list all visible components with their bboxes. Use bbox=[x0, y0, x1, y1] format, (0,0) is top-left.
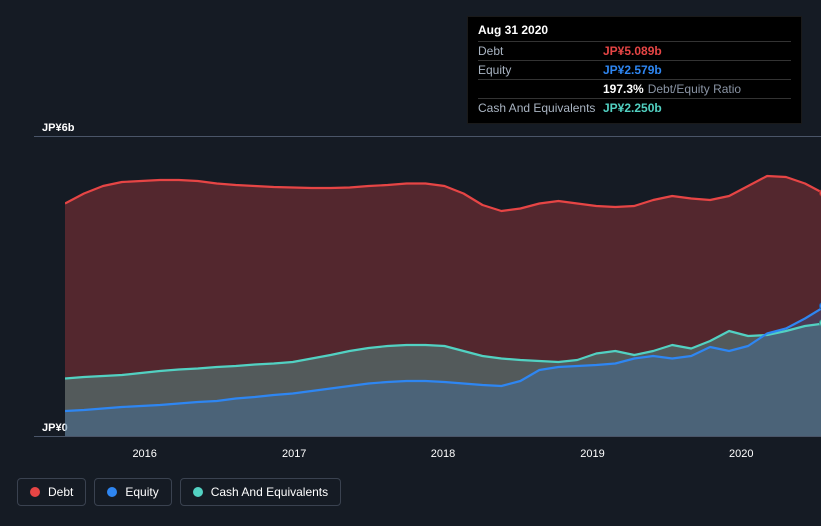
tooltip-row: Cash And EquivalentsJP¥2.250b bbox=[478, 98, 791, 117]
tooltip-row-value: JP¥2.250b bbox=[603, 101, 662, 115]
legend-dot-icon bbox=[193, 487, 203, 497]
x-axis-label: 2020 bbox=[721, 448, 761, 460]
tooltip-row-extra: Debt/Equity Ratio bbox=[648, 82, 741, 96]
chart-legend: Debt Equity Cash And Equivalents bbox=[17, 478, 341, 506]
legend-label: Debt bbox=[48, 485, 73, 499]
y-axis-label-max: JP¥6b bbox=[42, 122, 74, 134]
tooltip-row-label: Cash And Equivalents bbox=[478, 101, 603, 115]
legend-dot-icon bbox=[107, 487, 117, 497]
tooltip-row-label: Equity bbox=[478, 63, 603, 77]
x-axis-label: 2018 bbox=[423, 448, 463, 460]
legend-item-equity[interactable]: Equity bbox=[94, 478, 171, 506]
plot-area[interactable] bbox=[65, 136, 821, 436]
legend-label: Equity bbox=[125, 485, 158, 499]
legend-item-cash-and-equivalents[interactable]: Cash And Equivalents bbox=[180, 478, 341, 506]
x-axis-label: 2019 bbox=[573, 448, 613, 460]
legend-item-debt[interactable]: Debt bbox=[17, 478, 86, 506]
chart-svg bbox=[65, 136, 821, 436]
tooltip-row-value: JP¥5.089b bbox=[603, 44, 662, 58]
tooltip-row: 197.3% Debt/Equity Ratio bbox=[478, 79, 791, 98]
tooltip-row-value: 197.3% bbox=[603, 82, 644, 96]
tooltip-row-label: Debt bbox=[478, 44, 603, 58]
tooltip-date: Aug 31 2020 bbox=[478, 23, 791, 41]
x-axis-label: 2017 bbox=[274, 448, 314, 460]
chart-tooltip: Aug 31 2020 DebtJP¥5.089bEquityJP¥2.579b… bbox=[467, 16, 802, 124]
legend-label: Cash And Equivalents bbox=[211, 485, 328, 499]
tooltip-row: EquityJP¥2.579b bbox=[478, 60, 791, 79]
tooltip-row: DebtJP¥5.089b bbox=[478, 41, 791, 60]
tooltip-row-value: JP¥2.579b bbox=[603, 63, 662, 77]
y-axis-label-min: JP¥0 bbox=[42, 422, 68, 434]
gridline-bottom bbox=[34, 436, 821, 437]
legend-dot-icon bbox=[30, 487, 40, 497]
x-axis-label: 2016 bbox=[125, 448, 165, 460]
